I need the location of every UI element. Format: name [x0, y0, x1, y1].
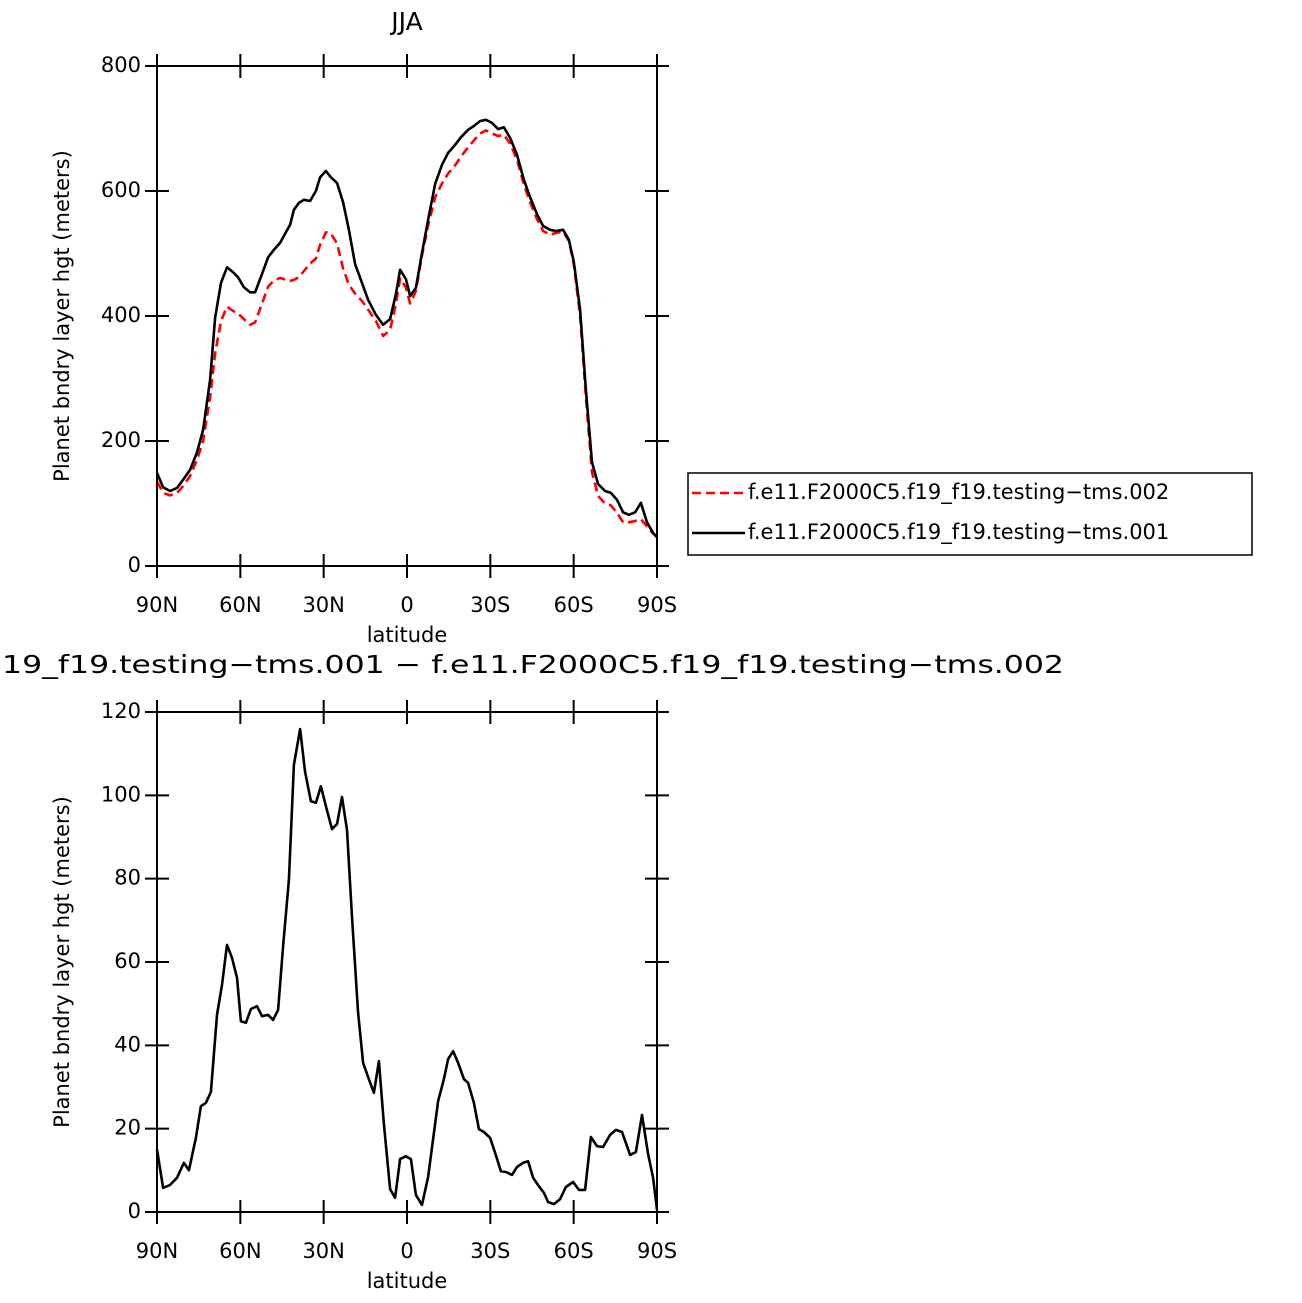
chart-title: JJA [389, 7, 422, 36]
x-axis-label: latitude [367, 623, 448, 647]
x-tick-label: 30S [470, 593, 510, 617]
legend-box [687, 472, 1253, 556]
x-tick-label: 60N [219, 593, 261, 617]
x-tick-label: 90N [136, 1239, 178, 1263]
y-tick-label: 800 [101, 53, 141, 77]
x-tick-label: 90N [136, 593, 178, 617]
y-tick-label: 40 [114, 1032, 141, 1056]
y-tick-label: 0 [128, 553, 141, 577]
y-tick-label: 200 [101, 428, 141, 452]
series-line [155, 727, 659, 1211]
plot-frame [156, 65, 658, 567]
x-tick-label: 60S [554, 1239, 594, 1263]
legend-label: f.e11.F2000C5.f19_f19.testing−tms.001 [748, 520, 1169, 545]
x-axis-label: latitude [367, 1269, 448, 1293]
x-tick-label: 30N [302, 593, 344, 617]
y-tick-label: 600 [101, 178, 141, 202]
y-tick-label: 80 [114, 866, 141, 890]
y-tick-label: 100 [101, 782, 141, 806]
chart-title: 19_f19.testing−tms.001 − f.e11.F2000C5.f… [2, 650, 1064, 679]
series-line [155, 118, 658, 539]
x-tick-label: 30S [470, 1239, 510, 1263]
legend-label: f.e11.F2000C5.f19_f19.testing−tms.002 [748, 480, 1169, 505]
series-line [155, 129, 658, 538]
x-tick-label: 90S [637, 593, 677, 617]
y-axis-label: Planet bndry layer hgt (meters) [50, 796, 74, 1128]
y-axis-label: Planet bndry layer hgt (meters) [50, 150, 74, 482]
x-tick-label: 30N [302, 1239, 344, 1263]
plot-frame [156, 711, 658, 1213]
y-tick-label: 0 [128, 1199, 141, 1223]
y-tick-label: 120 [101, 699, 141, 723]
y-tick-label: 60 [114, 949, 141, 973]
x-tick-label: 60S [554, 593, 594, 617]
x-tick-label: 60N [219, 1239, 261, 1263]
x-tick-label: 0 [400, 1239, 413, 1263]
y-tick-label: 20 [114, 1116, 141, 1140]
y-tick-label: 400 [101, 303, 141, 327]
x-tick-label: 90S [637, 1239, 677, 1263]
x-tick-label: 0 [400, 593, 413, 617]
